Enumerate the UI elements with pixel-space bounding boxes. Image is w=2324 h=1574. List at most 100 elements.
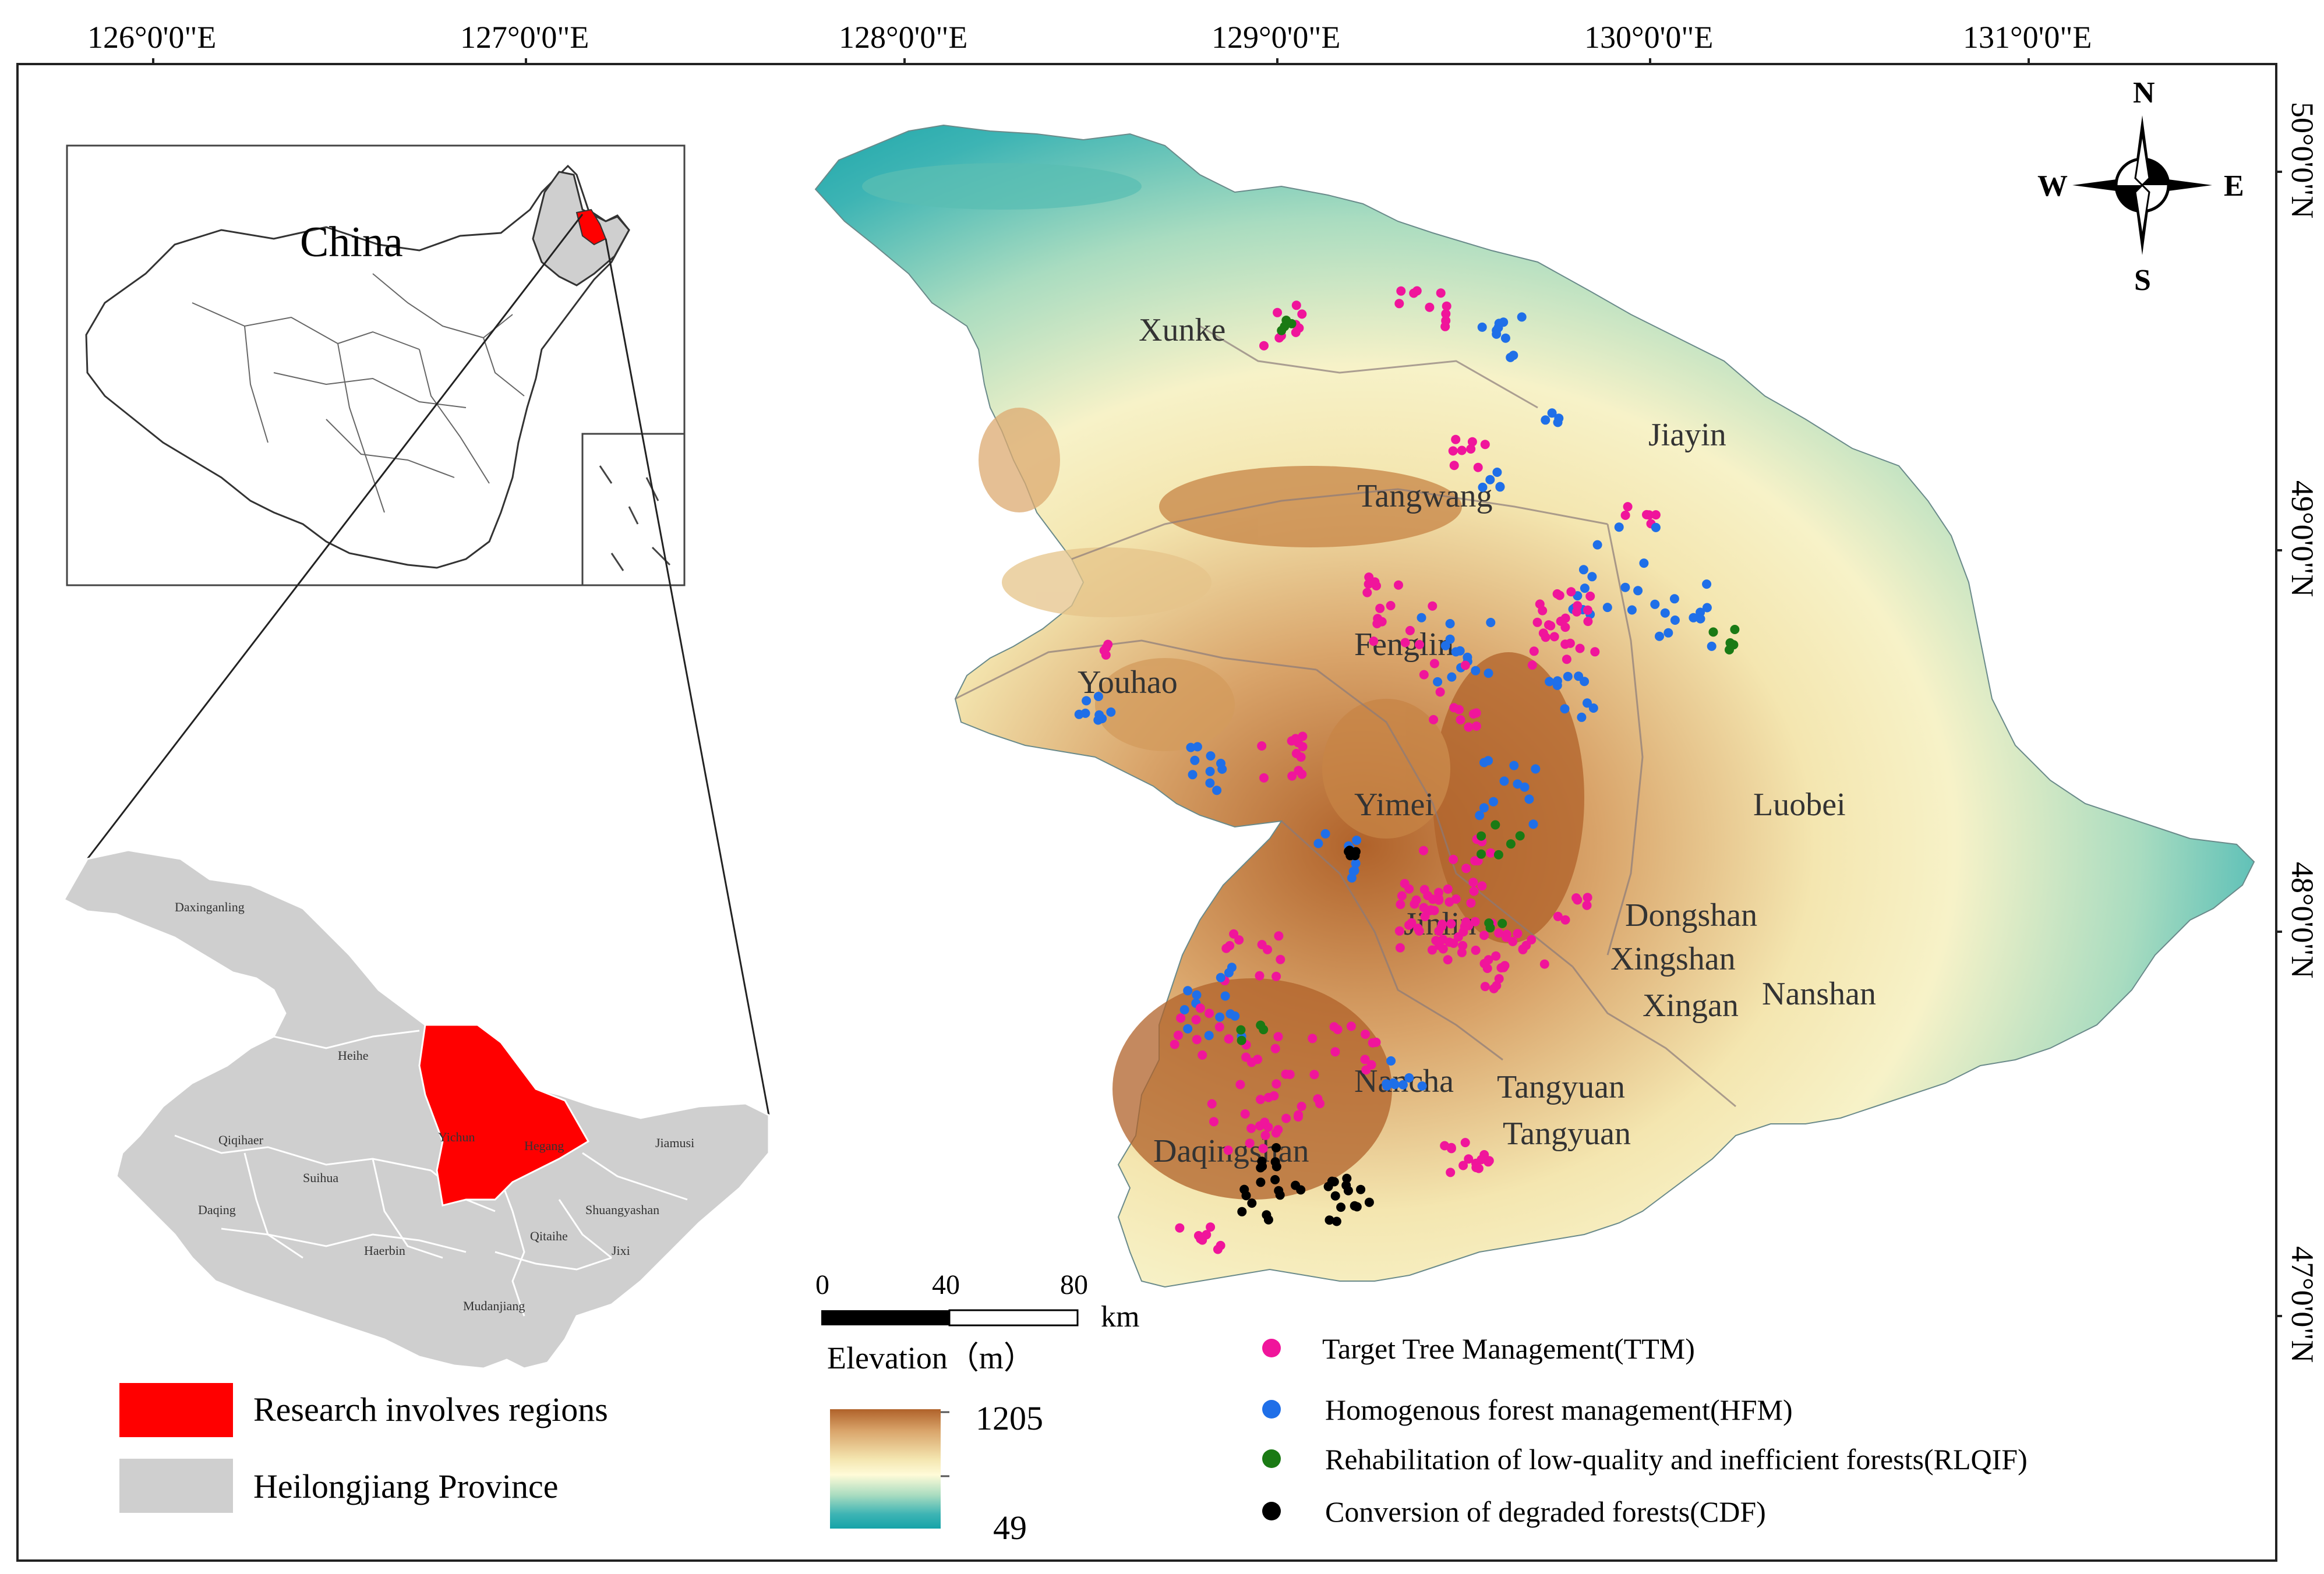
- ttm-point: [1427, 945, 1437, 955]
- ttm-point: [1394, 580, 1403, 590]
- hfm-point: [1205, 778, 1215, 788]
- hfm-point: [1602, 603, 1612, 613]
- hfm-point: [1486, 618, 1496, 627]
- ttm-point: [1549, 632, 1559, 642]
- hfm-point: [1587, 572, 1597, 582]
- compass-e: E: [2224, 169, 2244, 203]
- legend-dot-rlqif: [1262, 1449, 1281, 1468]
- ttm-point: [1313, 1094, 1323, 1104]
- ttm-point: [1429, 715, 1439, 724]
- ttm-point: [1468, 878, 1478, 887]
- ttm-point: [1419, 846, 1428, 855]
- hfm-point: [1627, 605, 1637, 615]
- legend-dot-hfm: [1262, 1400, 1281, 1419]
- hfm-point: [1541, 415, 1550, 425]
- prefecture-label: Mudanjiang: [463, 1299, 525, 1313]
- scale-tick-80: 80: [1060, 1269, 1088, 1300]
- ttm-point: [1259, 341, 1269, 351]
- legend-dot-cdf: [1262, 1502, 1281, 1520]
- legend-label-ttm: Target Tree Management(TTM): [1322, 1332, 1695, 1365]
- ttm-point: [1386, 601, 1396, 610]
- ttm-point: [1451, 894, 1461, 904]
- ttm-point: [1405, 625, 1415, 635]
- ttm-point: [1438, 935, 1448, 945]
- cdf-point: [1239, 1184, 1249, 1194]
- legend-label-cdf: Conversion of degraded forests(CDF): [1325, 1495, 1766, 1528]
- ttm-point: [1291, 327, 1301, 337]
- ttm-point: [1400, 879, 1410, 889]
- ttm-point: [1273, 1125, 1283, 1134]
- ttm-point: [1501, 932, 1511, 942]
- ttm-point: [1623, 502, 1633, 512]
- ttm-point: [1101, 650, 1111, 660]
- ttm-point: [1466, 898, 1476, 908]
- ttm-point: [1480, 440, 1490, 450]
- hfm-point: [1702, 603, 1712, 613]
- hfm-point: [1478, 482, 1488, 492]
- ttm-point: [1330, 1047, 1340, 1057]
- hfm-point: [1348, 866, 1358, 876]
- hfm-point: [1670, 616, 1680, 625]
- ttm-point: [1479, 931, 1489, 940]
- ttm-point: [1529, 646, 1539, 656]
- ttm-point: [1216, 1240, 1225, 1250]
- ttm-point: [1214, 1022, 1224, 1032]
- ttm-point: [1451, 434, 1461, 444]
- ttm-point: [1479, 958, 1489, 968]
- mountain-shading: [862, 163, 1584, 1200]
- hfm-point: [1484, 668, 1493, 678]
- hfm-point: [1179, 1005, 1189, 1014]
- province-swatch: [119, 1459, 233, 1513]
- hfm-point: [1093, 692, 1103, 701]
- map-place-labels: Xunke Jiayin Tangwang Fenglin Youhao Yim…: [1078, 312, 1876, 1169]
- ttm-point: [1464, 722, 1474, 732]
- ttm-point: [1461, 917, 1471, 927]
- hfm-point: [1320, 829, 1330, 839]
- ttm-point: [1272, 971, 1281, 981]
- ttm-point: [1541, 632, 1550, 642]
- hfm-point: [1663, 628, 1673, 638]
- latitude-labels: 50°0'0"N 49°0'0"N 48°0'0"N 47°0'0"N: [2285, 102, 2320, 1363]
- ttm-point: [1255, 971, 1265, 981]
- ttm-point: [1494, 974, 1504, 984]
- ttm-point: [1259, 773, 1269, 783]
- hfm-point: [1577, 712, 1587, 722]
- hfm-point: [1528, 819, 1538, 829]
- ttm-point: [1419, 670, 1429, 680]
- lon-label: 128°0'0"E: [839, 20, 967, 55]
- hfm-point: [1220, 991, 1230, 1001]
- lon-label: 131°0'0"E: [1963, 20, 2092, 55]
- cdf-point: [1330, 1191, 1340, 1201]
- rlqif-point: [1506, 839, 1516, 849]
- hfm-point: [1506, 352, 1516, 362]
- hfm-point: [1492, 468, 1502, 477]
- prefecture-label: Heihe: [338, 1048, 369, 1063]
- hfm-point: [1186, 742, 1196, 752]
- ttm-point: [1446, 1168, 1456, 1177]
- compass-w: W: [2037, 169, 2068, 203]
- china-outline: [85, 164, 630, 569]
- ttm-point: [1410, 899, 1419, 909]
- ttm-point: [1246, 1123, 1256, 1133]
- ttm-point: [1429, 659, 1439, 668]
- ttm-point: [1535, 599, 1545, 609]
- ttm-point: [1414, 926, 1424, 936]
- elevation-high: 1205: [976, 1399, 1043, 1437]
- hfm-point: [1224, 968, 1234, 978]
- ttm-point: [1245, 1138, 1255, 1148]
- ttm-point: [1491, 951, 1501, 961]
- ttm-point: [1585, 591, 1595, 601]
- hfm-point: [1192, 990, 1202, 1000]
- hfm-point: [1192, 742, 1202, 752]
- ttm-point: [1170, 1039, 1179, 1049]
- ttm-point: [1460, 660, 1470, 670]
- ttm-point: [1582, 900, 1592, 910]
- hfm-point: [1188, 770, 1198, 780]
- cdf-point: [1331, 1216, 1341, 1226]
- ttm-point: [1449, 461, 1459, 471]
- ttm-point: [1453, 932, 1463, 942]
- hfm-point: [1583, 698, 1592, 708]
- hfm-point: [1531, 764, 1541, 774]
- ttm-point: [1362, 588, 1372, 597]
- inset-labels: Daxinganling Heihe Yichun Hegang Jiamusi…: [175, 900, 694, 1313]
